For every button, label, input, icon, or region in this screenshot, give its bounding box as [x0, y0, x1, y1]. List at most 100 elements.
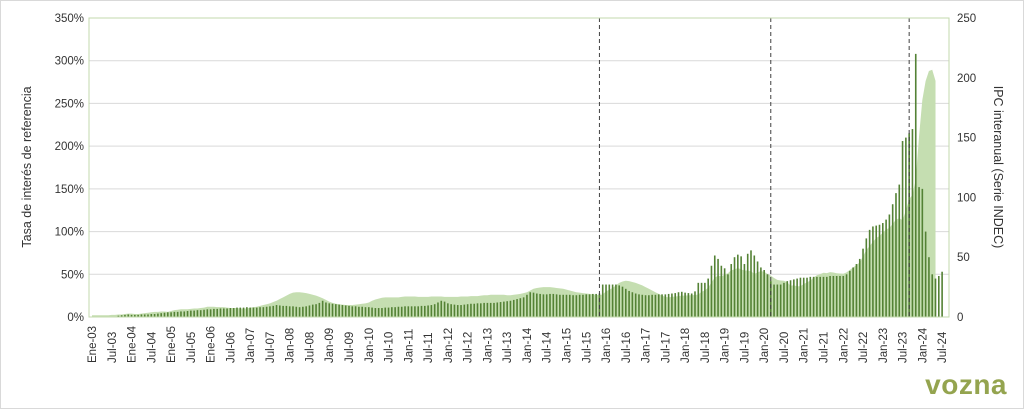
tasa-bar	[341, 305, 344, 317]
tasa-bar	[242, 307, 245, 317]
tasa-bar	[723, 268, 726, 317]
tasa-bar	[941, 271, 943, 317]
tasa-bar	[127, 314, 130, 317]
tasa-bar	[206, 309, 209, 317]
tasa-bar	[542, 294, 545, 317]
tasa-bar	[374, 308, 377, 317]
tasa-bar	[288, 306, 291, 317]
tasa-bar	[437, 302, 439, 317]
tasa-bar	[196, 310, 199, 317]
tasa-bar	[183, 311, 186, 317]
tasa-bar	[773, 284, 775, 317]
x-tick-label: Jul-17	[660, 332, 672, 363]
tasa-bar	[799, 277, 802, 317]
tasa-bar	[526, 294, 528, 317]
tasa-bar	[588, 294, 591, 317]
tasa-bar	[236, 307, 238, 317]
tasa-bar	[117, 315, 120, 317]
x-tick-label: Jul-15	[581, 332, 593, 363]
tasa-bar	[681, 291, 683, 317]
tasa-bar	[417, 306, 419, 317]
x-tick-label: Jul-22	[858, 332, 870, 363]
right-tick-label: 150	[957, 133, 976, 145]
tasa-bar	[608, 284, 611, 317]
tasa-bar	[707, 278, 709, 317]
tasa-bar	[875, 225, 878, 317]
tasa-bar	[269, 306, 271, 317]
tasa-bar	[849, 270, 851, 317]
tasa-bar	[687, 293, 690, 317]
tasa-bar	[661, 294, 663, 317]
right-axis-tick-labels: 0 50 100 150 200 250	[957, 13, 976, 324]
x-tick-label: Jan-15	[562, 328, 574, 363]
tasa-bar	[180, 311, 182, 317]
tasa-bar	[190, 310, 192, 317]
tasa-bar	[911, 129, 914, 317]
x-tick-label: Jan-21	[799, 328, 811, 363]
tasa-bar	[325, 302, 327, 317]
tasa-bar	[443, 301, 446, 317]
tasa-bar	[354, 306, 357, 317]
tasa-bar	[677, 292, 680, 317]
tasa-bar	[727, 274, 729, 317]
x-tick-label: Jul-03	[107, 332, 119, 363]
tasa-bar	[199, 310, 202, 317]
tasa-bar	[364, 307, 367, 317]
tasa-bar	[308, 305, 311, 317]
tasa-bar	[918, 187, 920, 317]
tasa-bar	[470, 303, 472, 317]
left-axis-tick-labels: 0% 50% 100% 150% 200% 250% 300% 350%	[55, 13, 84, 324]
tasa-bar	[776, 284, 779, 317]
tasa-bar	[684, 292, 686, 317]
left-tick-label: 300%	[55, 56, 84, 68]
tasa-bar	[239, 307, 242, 317]
tasa-bar	[338, 304, 340, 317]
tasa-bar	[394, 307, 396, 317]
tasa-bar	[213, 308, 215, 317]
tasa-bar	[489, 302, 492, 317]
tasa-bar	[130, 314, 133, 317]
x-tick-label: Jul-14	[542, 331, 554, 363]
x-tick-label: Jan-11	[403, 329, 415, 363]
tasa-bar	[493, 302, 495, 317]
tasa-bar	[898, 184, 901, 317]
tasa-bar	[522, 297, 525, 317]
tasa-bar	[529, 292, 532, 317]
tasa-bar	[384, 307, 387, 317]
tasa-bar	[611, 284, 614, 317]
tasa-bar	[430, 305, 433, 317]
tasa-bar	[825, 276, 828, 317]
tasa-bar	[229, 308, 232, 317]
tasa-bar	[674, 293, 677, 317]
x-tick-label: Jul-19	[739, 332, 751, 363]
tasa-bar	[562, 294, 564, 317]
tasa-bar	[888, 214, 891, 317]
x-tick-label: Ene-05	[166, 326, 178, 363]
tasa-bar	[216, 308, 219, 317]
x-tick-label: Jul-21	[819, 332, 831, 363]
tasa-bar	[463, 304, 466, 317]
tasa-bar	[822, 276, 825, 317]
tasa-bar	[829, 275, 831, 317]
tasa-bar	[512, 299, 515, 317]
tasa-bar	[166, 312, 169, 317]
x-tick-label: Jul-13	[502, 332, 514, 363]
tasa-bar	[572, 295, 574, 317]
tasa-bar	[628, 290, 630, 317]
x-tick-label: Jan-09	[324, 328, 336, 363]
tasa-bar	[802, 277, 805, 317]
tasa-bar	[740, 256, 742, 317]
tasa-bar	[737, 254, 739, 317]
tasa-bar	[147, 314, 149, 317]
tasa-bar	[536, 293, 538, 317]
left-tick-label: 0%	[67, 312, 84, 324]
tasa-bar	[601, 284, 604, 317]
tasa-bar	[796, 278, 798, 317]
tasa-bar	[397, 306, 400, 317]
tasa-bar	[532, 292, 535, 317]
tasa-bar	[634, 293, 637, 317]
ipc-area-series	[92, 69, 936, 318]
tasa-bar	[743, 264, 746, 317]
tasa-bar	[938, 275, 940, 317]
ipc-area-path	[92, 69, 936, 318]
